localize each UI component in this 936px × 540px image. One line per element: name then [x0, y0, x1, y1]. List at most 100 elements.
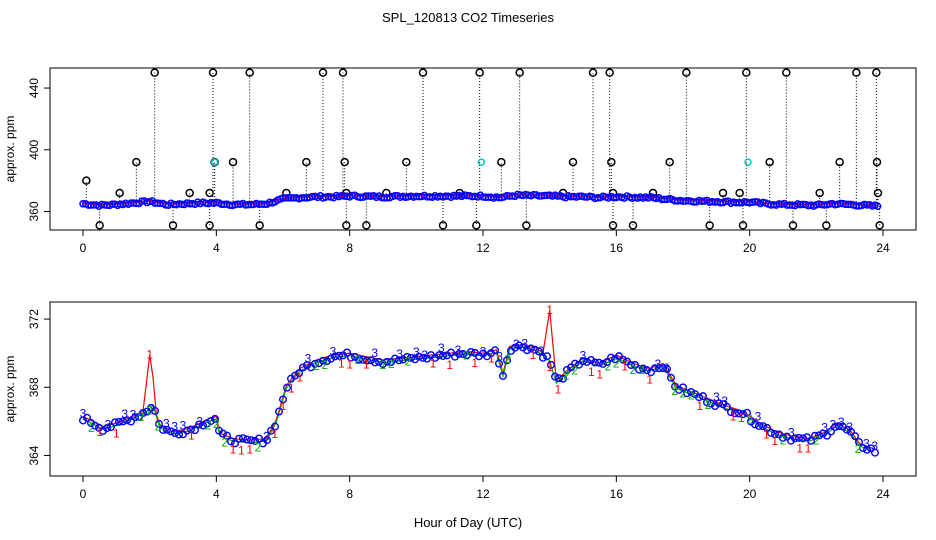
series-3-point [206, 416, 215, 425]
x-tick-label: 24 [876, 241, 890, 255]
series-3-point [391, 354, 400, 363]
series-1-marker: 1 [730, 409, 737, 423]
outlier-point [835, 157, 844, 167]
series-3-point [407, 353, 416, 362]
outlier-point [628, 221, 638, 230]
series-3-point [263, 436, 272, 445]
series-2-marker: 2 [213, 417, 220, 431]
chart-title: SPL_120813 CO2 Timeseries [382, 10, 554, 25]
series-3-point [727, 408, 736, 417]
series-3-point [415, 352, 424, 361]
series-1-marker: 1 [188, 428, 195, 442]
series-3-point [495, 359, 504, 368]
series-3-point [647, 368, 656, 377]
outlier-point [822, 221, 831, 230]
series-3-marker: 3 [821, 421, 828, 435]
x-tick-label: 4 [213, 241, 220, 255]
series-1-marker: 1 [96, 425, 103, 439]
series-3-marker: 3 [496, 350, 503, 364]
series-2-marker: 2 [88, 421, 95, 435]
series-1-marker: 1 [338, 356, 345, 370]
series-3-marker: 3 [438, 341, 445, 355]
series-3-point [819, 429, 828, 438]
series-3-point [703, 398, 712, 407]
series-3-point [347, 353, 356, 362]
y-tick-label: 400 [27, 139, 41, 159]
series-3-point [583, 357, 592, 366]
outlier-point [245, 68, 254, 77]
series-2-marker: 2 [780, 433, 787, 447]
series-3-marker: 3 [580, 349, 587, 363]
outlier-point [608, 221, 618, 230]
series-3-point [467, 347, 476, 356]
x-tick-label: 8 [346, 487, 353, 501]
series-3-point [210, 414, 219, 423]
series-3-point [867, 444, 876, 453]
outlier-point [607, 157, 616, 167]
series-3-point [351, 352, 360, 361]
top-panel: 0 4 8 12 16 20 24 360 400 440 approx. ppm [3, 67, 917, 255]
series-3-point [343, 348, 352, 357]
series-3-point [383, 357, 392, 366]
outlier-point [255, 221, 264, 230]
series-3-point [799, 434, 808, 443]
outlier-point [873, 188, 883, 198]
series-3-point [787, 436, 796, 445]
series-1-marker: 1 [530, 348, 537, 362]
series-1-marker: 1 [280, 399, 287, 413]
series-2-marker: 2 [313, 359, 320, 373]
series-3-point [723, 403, 732, 412]
cyan-point [744, 158, 752, 166]
series-3-point [499, 371, 508, 380]
series-2-marker: 2 [138, 410, 145, 424]
series-1-marker: 1 [805, 442, 812, 456]
y-tick-label: 440 [27, 78, 41, 98]
series-3-point [863, 445, 872, 454]
series-3-marker: 3 [521, 336, 528, 350]
series-3-point [114, 417, 123, 426]
series-3-point [130, 413, 139, 422]
series-3-marker: 3 [480, 345, 487, 359]
series-3-point [873, 202, 882, 210]
series-3-marker: 3 [421, 348, 428, 362]
series-2-marker: 2 [380, 358, 387, 372]
series-3-point [767, 428, 776, 437]
series-3-point [311, 359, 320, 368]
series-1-marker: 1 [588, 365, 595, 379]
series-3-marker: 3 [663, 361, 670, 375]
outlier-point [682, 68, 691, 77]
series-2-marker: 2 [688, 389, 695, 403]
x-tick-label: 12 [476, 241, 490, 255]
series-3-marker: 3 [130, 407, 137, 421]
series-1-marker: 1 [771, 434, 778, 448]
outlier-point [568, 157, 578, 167]
series-2-marker: 2 [671, 384, 678, 398]
series-2-marker: 2 [855, 442, 862, 456]
series-3-point [823, 431, 832, 440]
outlier-point [522, 221, 531, 230]
series-3-point [743, 408, 752, 417]
series-3-point [635, 365, 644, 374]
series-3-point [327, 354, 336, 363]
series-2-marker: 2 [638, 363, 645, 377]
series-3-point [735, 409, 744, 418]
series-3-point [807, 436, 816, 445]
series-3-marker: 3 [163, 417, 170, 431]
outlier-point [665, 157, 674, 167]
series-3-point [555, 374, 564, 383]
y-tick-label: 372 [27, 309, 41, 329]
series-3-point [731, 409, 740, 418]
outlier-point [115, 188, 124, 198]
series-3-point [739, 410, 748, 419]
series-3-point [707, 399, 716, 408]
series-3-point [599, 359, 608, 368]
outlier-point [185, 188, 194, 198]
series-3-point [603, 358, 612, 367]
series-2-marker: 2 [463, 348, 470, 362]
plot-frame [49, 301, 917, 477]
series-3-point [166, 427, 175, 436]
series-2-marker: 2 [355, 353, 362, 367]
cyan-point [210, 158, 219, 166]
series-3-point [355, 355, 364, 364]
outlier-point [815, 188, 824, 198]
